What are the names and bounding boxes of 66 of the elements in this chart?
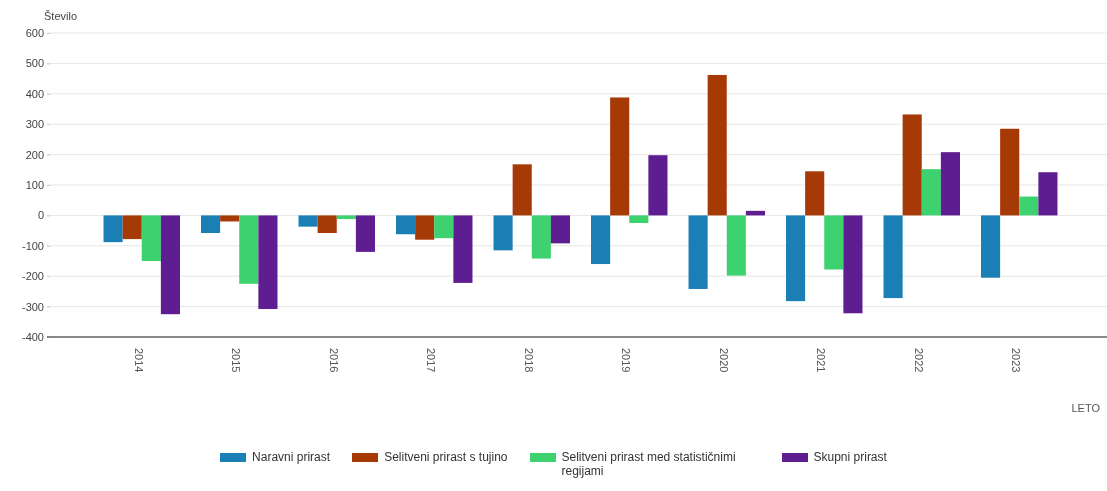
- legend-label: Skupni prirast: [813, 450, 887, 464]
- bar: [1038, 172, 1058, 216]
- y-tick-label: -100: [21, 239, 44, 252]
- bar: [201, 215, 221, 234]
- bar: [103, 215, 123, 243]
- x-tick-label: 2022: [912, 348, 925, 373]
- bar: [610, 97, 630, 216]
- y-tick-label: -300: [21, 300, 44, 313]
- y-tick-label: -200: [21, 270, 44, 283]
- x-tick-label: 2019: [620, 348, 633, 373]
- bar: [843, 215, 863, 314]
- bar: [805, 171, 825, 216]
- bar: [591, 215, 611, 265]
- x-tick-label: 2021: [815, 348, 828, 373]
- bar: [1019, 196, 1039, 216]
- y-tick-label: 200: [25, 148, 44, 161]
- y-tick-label: 500: [25, 57, 44, 70]
- bar: [239, 215, 259, 284]
- bar: [298, 215, 318, 227]
- bar: [531, 215, 551, 259]
- bar: [336, 215, 356, 220]
- bar: [512, 164, 532, 216]
- bar: [550, 215, 570, 244]
- y-tick-label: 0: [37, 209, 44, 222]
- x-tick-label: 2020: [717, 348, 730, 373]
- bar: [726, 215, 746, 276]
- y-tick-label: 300: [25, 118, 44, 131]
- y-tick-label: 600: [25, 27, 44, 40]
- bar: [493, 215, 513, 251]
- x-tick-label: 2015: [230, 348, 243, 373]
- bar: [707, 74, 727, 216]
- y-tick-label: 400: [25, 87, 44, 100]
- bar: [940, 152, 960, 216]
- bar: [122, 215, 142, 240]
- bar: [220, 215, 240, 222]
- x-axis-title: LETO: [1071, 402, 1101, 414]
- legend-label: Naravni prirast: [252, 450, 331, 464]
- bar: [981, 215, 1001, 278]
- bar: [629, 215, 649, 223]
- x-tick-label: 2016: [327, 348, 340, 373]
- bar: [1000, 128, 1020, 216]
- bar: [415, 215, 435, 240]
- bar: [396, 215, 416, 235]
- legend-label: Selitveni prirast s tujino: [384, 450, 508, 464]
- bar: [688, 215, 708, 289]
- x-tick-label: 2018: [522, 348, 535, 373]
- bar: [141, 215, 161, 261]
- bar: [355, 215, 375, 252]
- bar: [883, 215, 903, 299]
- bar: [824, 215, 844, 270]
- legend-label: Selitveni prirast med statističnimi regijami: [561, 450, 737, 478]
- x-tick-label: 2017: [425, 348, 438, 373]
- bar: [258, 215, 278, 310]
- x-tick-label: 2023: [1010, 348, 1023, 373]
- bar: [317, 215, 337, 234]
- x-tick-label: 2014: [132, 348, 145, 373]
- y-axis-title: Število: [44, 10, 78, 22]
- y-tick-label: -400: [21, 331, 44, 344]
- bar: [786, 215, 806, 302]
- bar: [453, 215, 473, 283]
- bar: [160, 215, 180, 315]
- y-tick-label: 100: [25, 179, 44, 192]
- bar: [434, 215, 454, 239]
- bar: [902, 114, 922, 216]
- bar: [648, 155, 668, 216]
- bar: [921, 169, 941, 216]
